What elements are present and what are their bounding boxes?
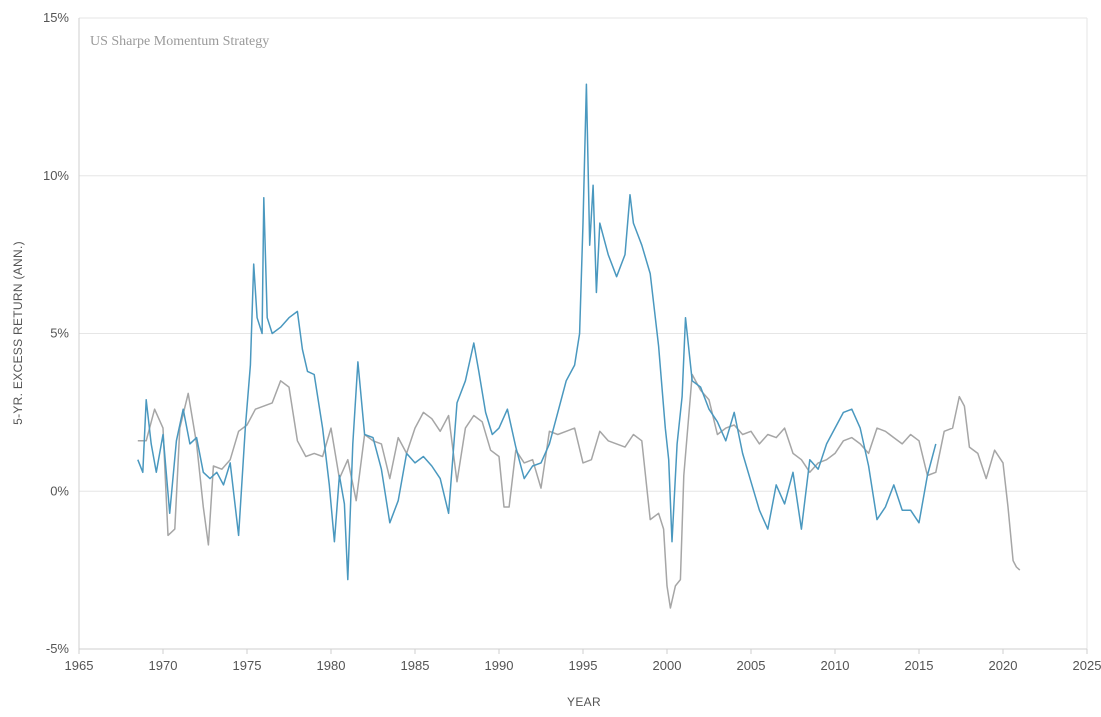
x-tick-label: 2005 [737, 658, 766, 673]
chart-title: US Sharpe Momentum Strategy [90, 34, 269, 49]
y-tick-label: 15% [43, 10, 69, 25]
x-tick-label: 1970 [149, 658, 178, 673]
y-tick-label: 0% [50, 483, 69, 498]
x-tick-label: 1990 [485, 658, 514, 673]
x-tick-label: 1980 [317, 658, 346, 673]
x-tick-label: 2000 [653, 658, 682, 673]
y-tick-labels: -5% 0% 5% 10% 15% [43, 10, 69, 656]
y-tick-label: -5% [46, 641, 70, 656]
series-line-2 [137, 373, 1021, 609]
axes [78, 18, 1088, 654]
x-tick-label: 1965 [65, 658, 94, 673]
x-tick-label: 2025 [1073, 658, 1101, 673]
x-tick-label: 2015 [905, 658, 934, 673]
y-tick-label: 5% [50, 326, 69, 341]
series-line-1 [137, 83, 937, 581]
x-axis-label: YEAR [567, 695, 601, 709]
y-tick-label: 10% [43, 168, 69, 183]
x-tick-labels: 1965 1970 1975 1980 1985 1990 1995 2000 2005 2010… [65, 658, 1101, 673]
x-tick-label: 2020 [989, 658, 1018, 673]
x-tick-label: 1995 [569, 658, 598, 673]
x-tick-label: 2010 [821, 658, 850, 673]
gridlines [79, 17, 1088, 649]
x-tick-label: 1975 [233, 658, 262, 673]
series-layer [137, 83, 1021, 609]
x-tick-label: 1985 [401, 658, 430, 673]
y-axis-label: 5-YR. EXCESS RETURN (ANN.) [11, 241, 25, 425]
